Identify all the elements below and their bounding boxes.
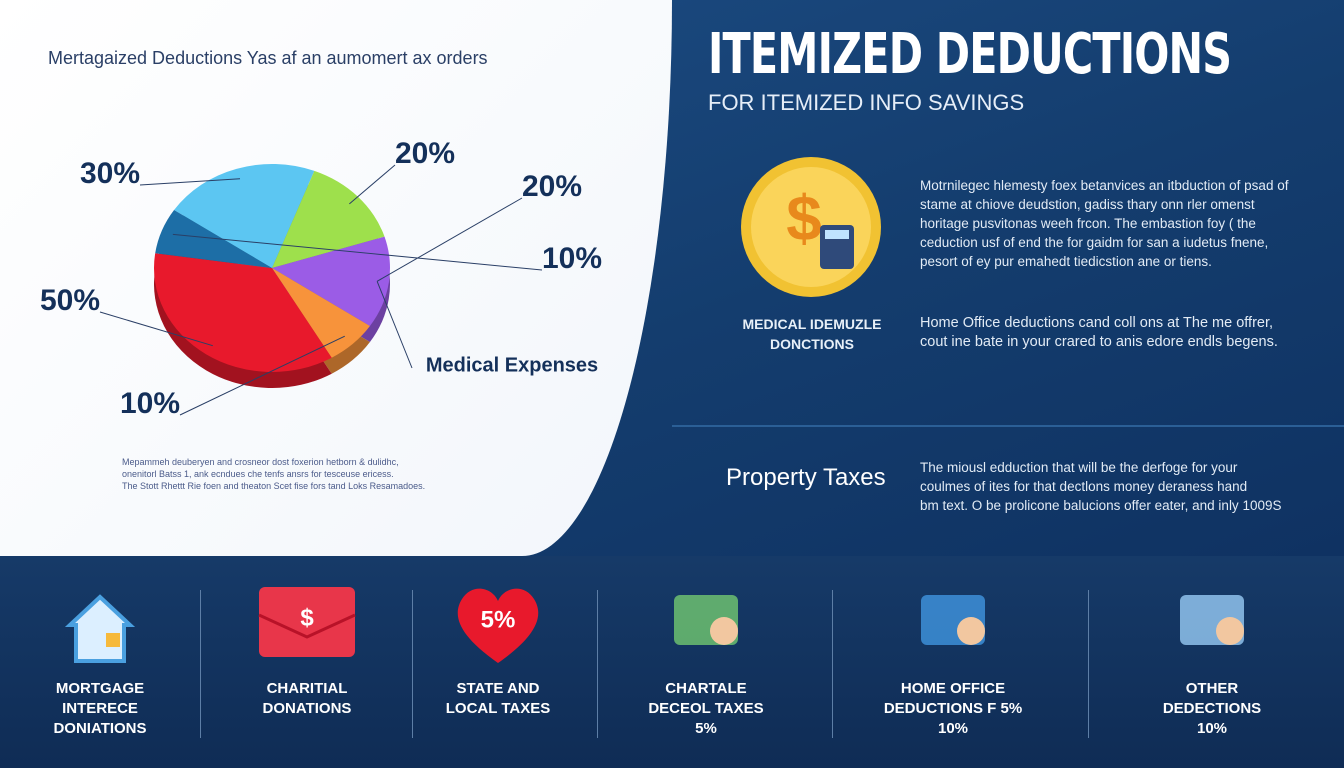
item-icon: [1180, 595, 1244, 645]
leader-line: [172, 233, 543, 271]
text-line: DONATIONS: [262, 700, 352, 717]
pie-chart: 30% 20% 20% Medical Expenses 10% 50% 10%: [40, 137, 602, 420]
data-label: 10%: [120, 387, 180, 420]
icon-figure: [710, 617, 738, 645]
text-line: DEDUCTIONS F 5%: [883, 700, 1023, 717]
text-line: OTHER: [1185, 680, 1239, 697]
data-label: 20%: [395, 137, 455, 170]
item-icon: [921, 595, 985, 645]
leader-line: [349, 164, 396, 205]
separator: [1088, 590, 1089, 738]
section-title: Property Taxes: [726, 464, 886, 491]
text-line: Mepammeh deuberyen and crosneor dost fox…: [122, 457, 399, 467]
divider: [672, 425, 1344, 427]
text-line: STATE AND: [456, 680, 540, 697]
item-label: OTHER DEDECTIONS 10%: [1112, 679, 1312, 739]
icon-text: 5%: [481, 606, 516, 633]
data-label: 50%: [40, 284, 100, 317]
data-label: 30%: [80, 157, 140, 190]
paragraph: The miousl edduction that will be the de…: [920, 458, 1281, 515]
text-line: cout ine bate in your crared to anis edo…: [920, 334, 1278, 350]
text-line: DONIATIONS: [53, 720, 147, 737]
chart-title: Mertagaized Deductions Yas af an aumomer…: [48, 48, 488, 68]
text-line: INTERECE: [62, 700, 138, 717]
text-line: pesort of ey pur emahedt tiedicstion ane…: [920, 254, 1212, 269]
envelope-flap: [258, 613, 356, 639]
pie-slice: [153, 253, 332, 373]
item-icon: [674, 595, 738, 645]
item-icon: 5%: [457, 588, 539, 663]
leader-line: [376, 281, 413, 369]
paragraph: Home Office deductions cand coll ons at …: [920, 314, 1278, 352]
icon-label: MEDICAL IDEMUZLE DONCTIONS: [722, 314, 902, 354]
text-line: horitage pusvitonas weeh frcon. The emba…: [920, 216, 1256, 231]
text-line: 10%: [1196, 720, 1228, 737]
item-label: HOME OFFICE DEDUCTIONS F 5% 10%: [853, 679, 1053, 739]
coin-icon: $: [741, 157, 881, 297]
footnote: Mepammeh deuberyen and crosneor dost fox…: [122, 456, 425, 492]
category-label: Medical Expenses: [426, 354, 598, 376]
text-line: DONCTIONS: [770, 336, 854, 352]
envelope: [259, 587, 355, 657]
pie-slice: [174, 164, 315, 268]
leader-line: [99, 311, 213, 347]
bottom-strip: [0, 556, 1344, 768]
coin-symbol: $: [786, 182, 822, 254]
separator: [200, 590, 201, 738]
pie-slice: [272, 236, 390, 326]
paragraph: Motrnilegec hlemesty foex betanvices an …: [920, 176, 1288, 271]
leader-line: [139, 178, 241, 186]
item-label: STATE AND LOCAL TAXES: [398, 679, 598, 719]
separator: [597, 590, 598, 738]
text-line: The Stott Rhettt Rie foen and theaton Sc…: [122, 481, 426, 491]
text-line: MEDICAL IDEMUZLE: [742, 316, 882, 332]
icon-figure: [1216, 617, 1244, 645]
pie-slice: [272, 170, 385, 268]
text-line: coulmes of ites for that dectlons money …: [920, 479, 1248, 494]
text-line: MORTGAGE: [55, 680, 145, 697]
text-line: CHARITIAL: [266, 680, 348, 697]
data-label: 20%: [522, 170, 582, 203]
text-line: HOME OFFICE: [900, 680, 1006, 697]
window: [106, 633, 120, 647]
separator: [832, 590, 833, 738]
text-line: Home Office deductions cand coll ons at …: [920, 315, 1274, 331]
text-line: 5%: [695, 720, 717, 737]
text-line: DEDECTIONS: [1162, 700, 1262, 717]
item-label: MORTGAGE INTERECE DONIATIONS: [0, 679, 200, 739]
leader-line: [179, 335, 345, 416]
pie-slice: [155, 210, 272, 268]
item-icon: [64, 594, 136, 663]
icon-text: $: [300, 604, 314, 631]
text-line: onenitorl Batss 1, ank ecndues che tenfs…: [122, 469, 394, 479]
panel-title: ITEMIZED DEDUCTIONS: [708, 22, 1232, 87]
text-line: CHARTALE: [665, 680, 747, 697]
left-panel: Mertagaized Deductions Yas af an aumomer…: [0, 0, 672, 556]
text-line: 10%: [937, 720, 969, 737]
separator: [412, 590, 413, 738]
heart: [457, 588, 539, 663]
house: [64, 594, 136, 663]
pie-slice: [272, 268, 370, 358]
text-line: ceduction usf of end the for gaidm for s…: [920, 235, 1269, 250]
text-line: stame at chiove deudstion, gadiss thary …: [920, 197, 1255, 212]
text-line: bm text. O be prolicone balucions offer …: [920, 498, 1282, 513]
item-icon: $: [258, 587, 356, 657]
leader-line: [376, 197, 523, 282]
panel-subtitle: FOR ITEMIZED INFO SAVINGS: [708, 90, 1025, 115]
text-line: LOCAL TAXES: [445, 700, 551, 717]
icon-figure: [957, 617, 985, 645]
text-line: Motrnilegec hlemesty foex betanvices an …: [920, 178, 1289, 193]
text-line: DECEOL TAXES: [648, 700, 764, 717]
item-label: CHARTALE DECEOL TAXES 5%: [606, 679, 806, 739]
item-label: CHARITIAL DONATIONS: [207, 679, 407, 719]
text-line: The miousl edduction that will be the de…: [920, 460, 1238, 475]
calc-screen: [825, 230, 849, 239]
data-label: 10%: [542, 242, 602, 275]
